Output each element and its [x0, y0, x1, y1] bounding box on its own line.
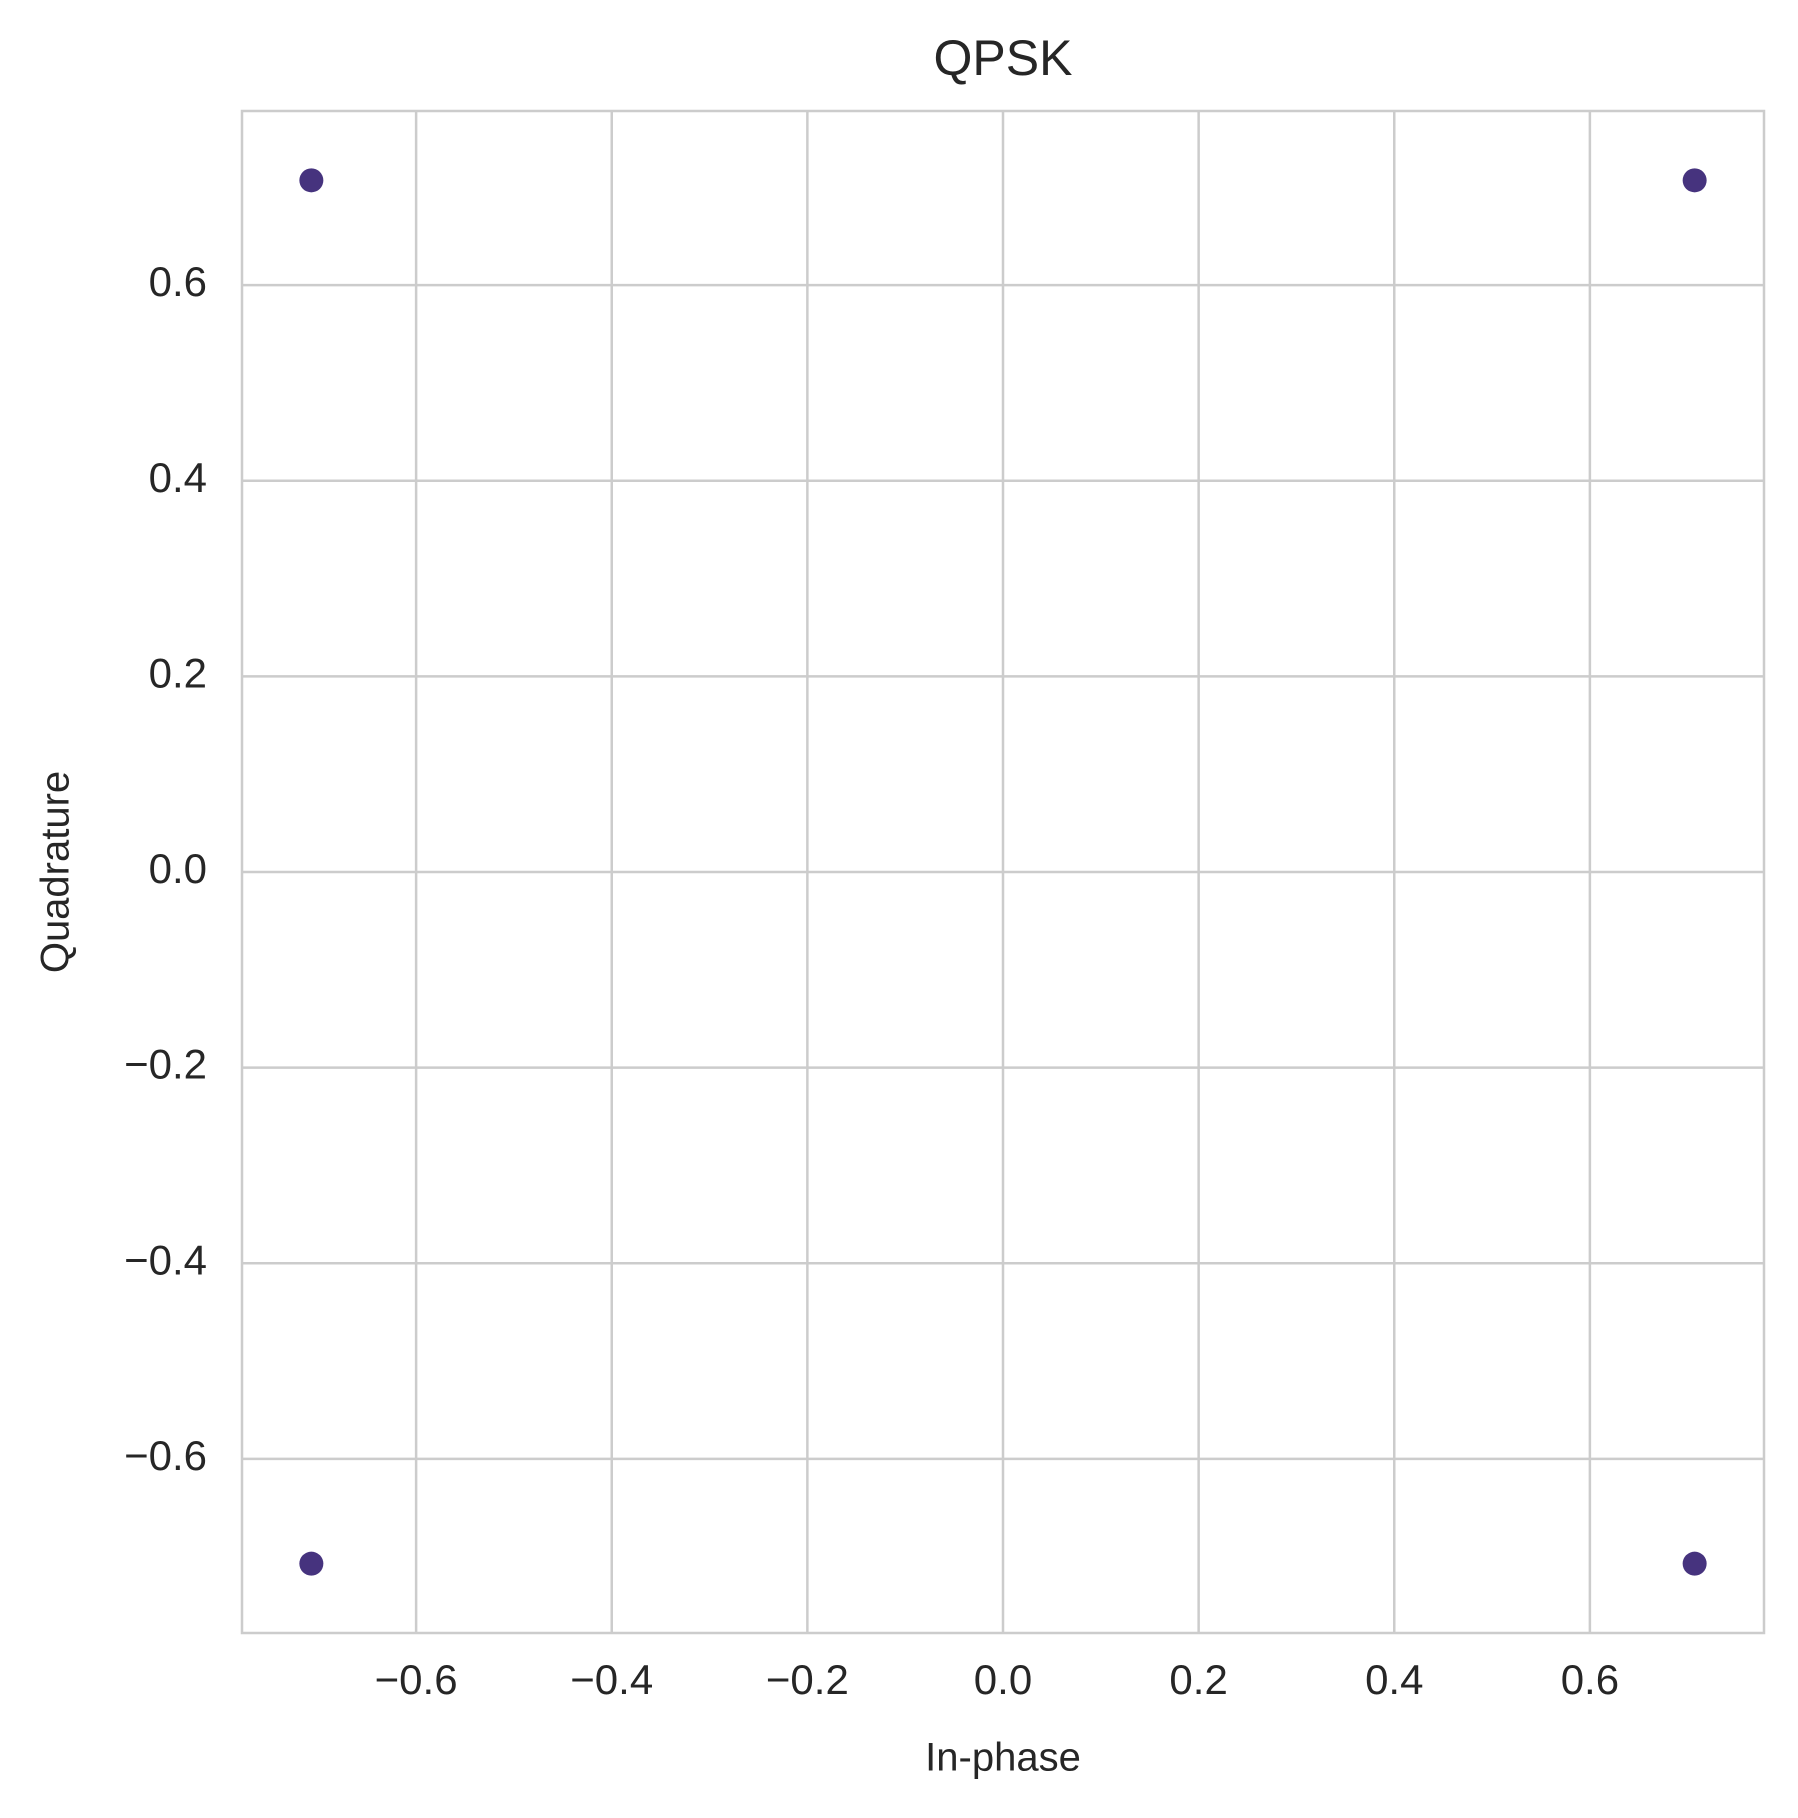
x-tick-label: 0.6: [1561, 1656, 1619, 1703]
x-axis-label: In-phase: [925, 1736, 1081, 1780]
x-tick-label: 0.2: [1169, 1656, 1227, 1703]
x-tick-label: 0.4: [1365, 1656, 1423, 1703]
y-tick-label: 0.4: [149, 454, 207, 501]
point: [1682, 168, 1707, 193]
y-tick-label: −0.2: [124, 1041, 207, 1088]
x-tick-label: −0.4: [570, 1656, 653, 1703]
y-tick-label: 0.2: [149, 649, 207, 696]
y-tick-label: −0.4: [124, 1236, 207, 1283]
x-tick-label: −0.2: [766, 1656, 849, 1703]
y-tick-label: −0.6: [124, 1432, 207, 1479]
point: [1682, 1551, 1707, 1576]
point: [299, 1551, 324, 1576]
x-tick-label: −0.6: [375, 1656, 458, 1703]
y-tick-label: 0.6: [149, 258, 207, 305]
axes-frame: [240, 109, 1766, 1635]
y-tick-label: 0.0: [149, 845, 207, 892]
y-axis-label: Quadrature: [34, 771, 78, 973]
chart-title: QPSK: [934, 30, 1073, 86]
point: [299, 168, 324, 193]
x-tick-label: 0.0: [974, 1656, 1032, 1703]
